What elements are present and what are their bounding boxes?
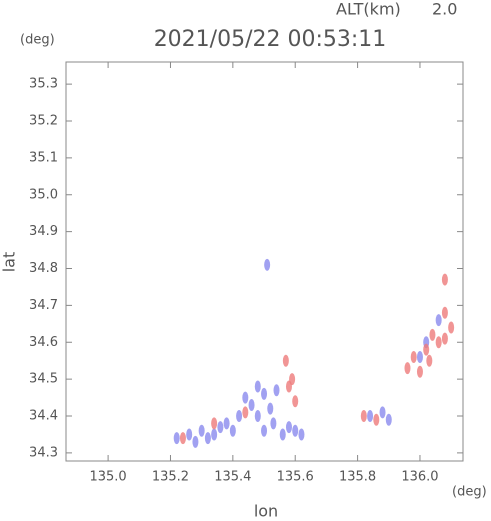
altitude-label: ALT(km)	[336, 0, 401, 19]
echo-point	[285, 421, 292, 434]
echo-point	[423, 343, 430, 356]
x-tick-label: 135.8	[339, 470, 376, 485]
echo-point	[242, 406, 249, 419]
echo-point	[441, 273, 448, 286]
echo-point	[360, 410, 367, 423]
echo-point	[198, 424, 205, 437]
echo-point	[435, 314, 442, 327]
echo-point	[229, 424, 236, 437]
echo-point	[410, 351, 417, 364]
echo-point	[404, 362, 411, 375]
echo-point	[264, 258, 271, 271]
echo-point	[211, 417, 218, 430]
echo-point	[416, 351, 423, 364]
plot-frame	[65, 61, 464, 462]
x-tick-label: 136.0	[401, 470, 438, 485]
echo-point	[298, 428, 305, 441]
y-tick-label: 34.4	[29, 409, 58, 424]
echo-point	[254, 410, 261, 423]
echo-point	[204, 432, 211, 445]
echo-point	[448, 321, 455, 334]
echo-point	[254, 380, 261, 393]
x-tick-label: 135.0	[89, 470, 126, 485]
echo-point	[426, 354, 433, 367]
echo-point	[289, 373, 296, 386]
echo-point	[435, 336, 442, 349]
y-tick-label: 35.3	[29, 77, 58, 92]
y-tick-label: 35.2	[29, 114, 58, 129]
echo-point	[217, 421, 224, 434]
x-tick-label: 135.2	[152, 470, 189, 485]
echo-point	[179, 432, 186, 445]
y-tick-label: 34.5	[29, 372, 58, 387]
altitude-value: 2.0	[432, 0, 457, 19]
x-axis-label: lon	[254, 502, 278, 521]
echo-point	[267, 402, 274, 415]
echo-point	[416, 365, 423, 378]
y-tick-label: 34.9	[29, 224, 58, 239]
echo-point	[379, 406, 386, 419]
echo-point	[441, 332, 448, 345]
y-tick-label: 34.7	[29, 298, 58, 313]
echo-point	[223, 417, 230, 430]
echo-point	[282, 354, 289, 367]
y-tick-label: 34.8	[29, 261, 58, 276]
echo-point	[441, 306, 448, 319]
echo-point	[173, 432, 180, 445]
echo-point	[273, 384, 280, 397]
y-axis-label: lat	[0, 252, 19, 273]
echo-point	[261, 387, 268, 400]
echo-point	[270, 417, 277, 430]
echo-point	[429, 328, 436, 341]
chart-title: 2021/05/22 00:53:11	[154, 27, 387, 52]
echo-point	[279, 428, 286, 441]
echo-point	[292, 395, 299, 408]
echo-point	[261, 424, 268, 437]
x-tick-label: 135.4	[214, 470, 251, 485]
echo-point	[236, 410, 243, 423]
echo-point	[292, 424, 299, 437]
y-tick-label: 35.0	[29, 187, 58, 202]
echo-point	[248, 398, 255, 411]
echo-point	[373, 413, 380, 426]
y-tick-label: 35.1	[29, 150, 58, 165]
echo-point	[192, 435, 199, 448]
echo-point	[242, 391, 249, 404]
x-unit: (deg)	[452, 485, 487, 500]
echo-point	[367, 410, 374, 423]
y-unit: (deg)	[20, 33, 55, 48]
echo-point	[186, 428, 193, 441]
x-tick-label: 135.6	[277, 470, 314, 485]
echo-point	[211, 428, 218, 441]
echo-point	[385, 413, 392, 426]
y-tick-label: 34.6	[29, 335, 58, 350]
y-tick-label: 34.3	[29, 445, 58, 460]
